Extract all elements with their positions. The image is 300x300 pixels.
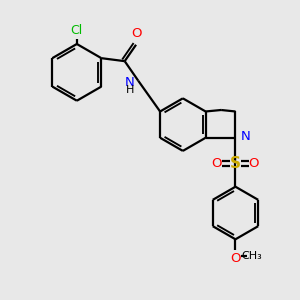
Text: O: O bbox=[249, 157, 259, 170]
Text: N: N bbox=[241, 130, 250, 143]
Text: O: O bbox=[212, 157, 222, 170]
Text: H: H bbox=[126, 85, 134, 95]
Text: O: O bbox=[131, 27, 142, 40]
Text: S: S bbox=[230, 156, 241, 171]
Text: O: O bbox=[230, 252, 240, 265]
Text: CH₃: CH₃ bbox=[242, 251, 262, 261]
Text: N: N bbox=[125, 76, 135, 88]
Text: Cl: Cl bbox=[70, 23, 82, 37]
